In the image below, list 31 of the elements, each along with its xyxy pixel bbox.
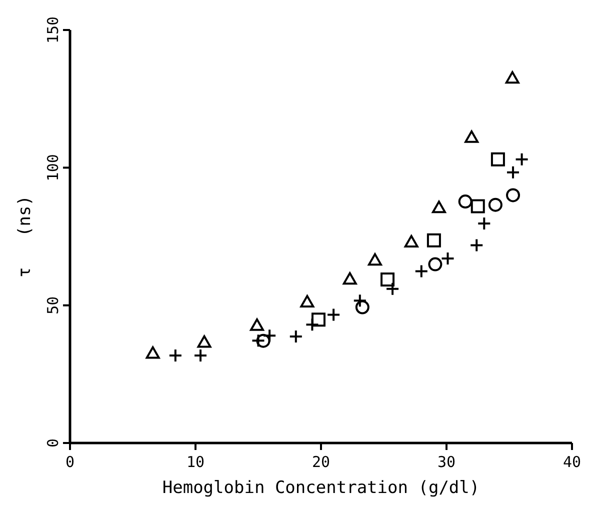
point	[432, 200, 446, 214]
point	[250, 318, 264, 331]
point	[311, 312, 326, 327]
x-tick-label: 0	[65, 453, 75, 471]
point	[505, 71, 520, 84]
y-tick-label: 100	[44, 154, 62, 182]
point	[404, 235, 418, 248]
point	[342, 272, 357, 285]
y-tick-label: 50	[44, 296, 62, 314]
point	[490, 152, 505, 166]
point	[428, 257, 442, 272]
point	[426, 233, 441, 248]
point	[368, 253, 382, 266]
point	[355, 300, 370, 314]
point	[380, 272, 395, 286]
point	[470, 199, 485, 214]
x-tick-label: 20	[312, 453, 330, 471]
x-tick-label: 10	[186, 453, 205, 471]
point	[506, 188, 520, 202]
point	[458, 194, 472, 209]
point	[146, 346, 160, 359]
x-tick-label: 30	[437, 453, 456, 471]
point	[197, 335, 212, 348]
y-axis-title: τ (ns)	[15, 196, 35, 278]
point	[488, 198, 502, 212]
point	[464, 130, 479, 143]
x-tick-label: 40	[562, 453, 582, 471]
point	[300, 295, 314, 308]
y-tick-label: 0	[44, 438, 62, 448]
y-tick-label: 150	[44, 16, 62, 44]
x-axis-title: Hemoglobin Concentration (g/dl)	[162, 478, 480, 498]
